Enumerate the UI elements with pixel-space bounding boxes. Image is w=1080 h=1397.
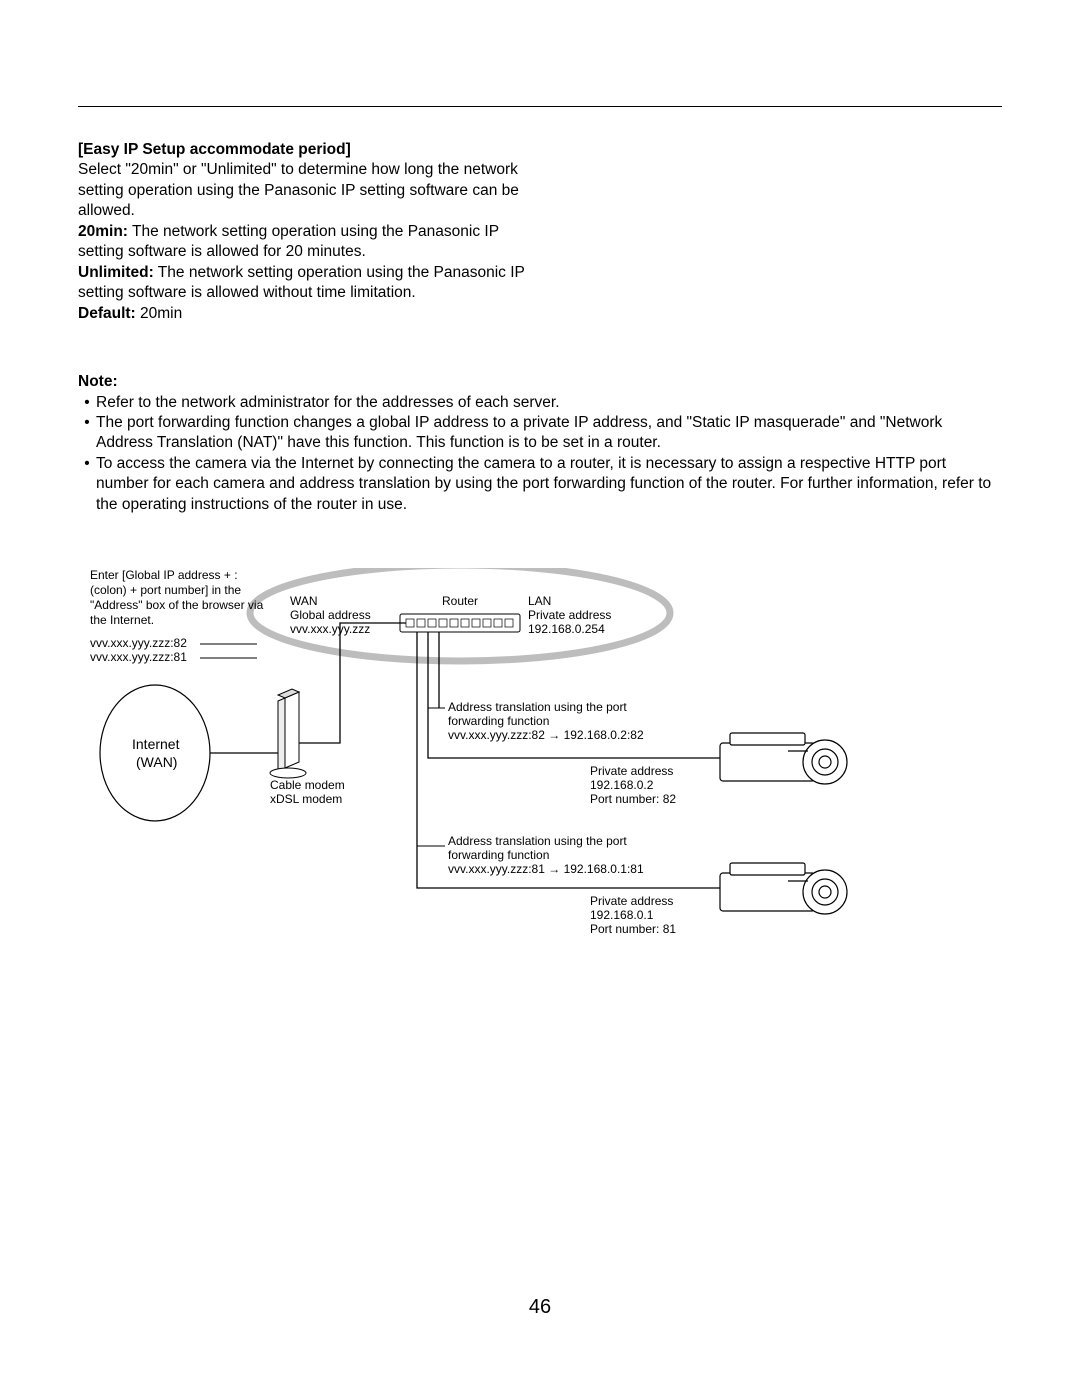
section-intro: Select "20min" or "Unlimited" to determi…	[78, 160, 533, 221]
section-heading: [Easy IP Setup accommodate period]	[78, 140, 533, 160]
bullet-icon: •	[78, 454, 96, 515]
option-20min-label: 20min:	[78, 223, 128, 240]
cam2-l3: Port number: 81	[590, 922, 676, 937]
option-20min: 20min: The network setting operation usi…	[78, 222, 533, 263]
default-value: 20min	[136, 305, 183, 322]
wan-sub2: vvv.xxx.yyy.zzz	[290, 622, 370, 637]
horizontal-rule	[78, 106, 1002, 107]
left-column: [Easy IP Setup accommodate period] Selec…	[78, 140, 533, 324]
cam2-l2: 192.168.0.1	[590, 908, 653, 923]
browser-hint: Enter [Global IP address + : (colon) + p…	[90, 568, 270, 628]
cam1-l2: 192.168.0.2	[590, 778, 653, 793]
addr-82: vvv.xxx.yyy.zzz:82	[90, 636, 187, 651]
wan-sub1: Global address	[290, 608, 371, 623]
fwd1-l3: vvv.xxx.yyy.zzz:82 → 192.168.0.2:82	[448, 728, 644, 743]
note-text-3: To access the camera via the Internet by…	[96, 454, 1002, 515]
fwd2-l3: vvv.xxx.yyy.zzz:81 → 192.168.0.1:81	[448, 862, 644, 877]
internet-l1: Internet	[132, 736, 179, 754]
cam1-l3: Port number: 82	[590, 792, 676, 807]
fwd2-l1: Address translation using the port	[448, 834, 627, 849]
option-20min-text: The network setting operation using the …	[78, 223, 499, 260]
modem-l2: xDSL modem	[270, 792, 342, 807]
note-block: Note: • Refer to the network administrat…	[78, 372, 1002, 515]
note-text-2: The port forwarding function changes a g…	[96, 413, 1002, 454]
note-title: Note:	[78, 372, 1002, 392]
addr-81: vvv.xxx.yyy.zzz:81	[90, 650, 187, 665]
internet-l2: (WAN)	[136, 754, 177, 772]
cam2-l1: Private address	[590, 894, 673, 909]
lan-title: LAN	[528, 594, 551, 609]
option-unlimited-label: Unlimited:	[78, 264, 154, 281]
option-unlimited: Unlimited: The network setting operation…	[78, 263, 533, 304]
bullet-icon: •	[78, 413, 96, 454]
modem-l1: Cable modem	[270, 778, 345, 793]
lan-sub2: 192.168.0.254	[528, 622, 605, 637]
cam1-l1: Private address	[590, 764, 673, 779]
note-text-1: Refer to the network administrator for t…	[96, 393, 1002, 413]
router-label: Router	[442, 594, 478, 609]
network-diagram: Enter [Global IP address + : (colon) + p…	[90, 568, 900, 988]
note-bullet-2: • The port forwarding function changes a…	[78, 413, 1002, 454]
lan-sub1: Private address	[528, 608, 611, 623]
default-line: Default: 20min	[78, 304, 533, 324]
wan-title: WAN	[290, 594, 318, 609]
fwd1-l1: Address translation using the port	[448, 700, 627, 715]
page-content: [Easy IP Setup accommodate period] Selec…	[78, 140, 1002, 515]
default-label: Default:	[78, 305, 136, 322]
note-bullet-1: • Refer to the network administrator for…	[78, 393, 1002, 413]
fwd2-l2: forwarding function	[448, 848, 549, 863]
note-bullet-3: • To access the camera via the Internet …	[78, 454, 1002, 515]
fwd1-l2: forwarding function	[448, 714, 549, 729]
bullet-icon: •	[78, 393, 96, 413]
page-number: 46	[0, 1296, 1080, 1319]
